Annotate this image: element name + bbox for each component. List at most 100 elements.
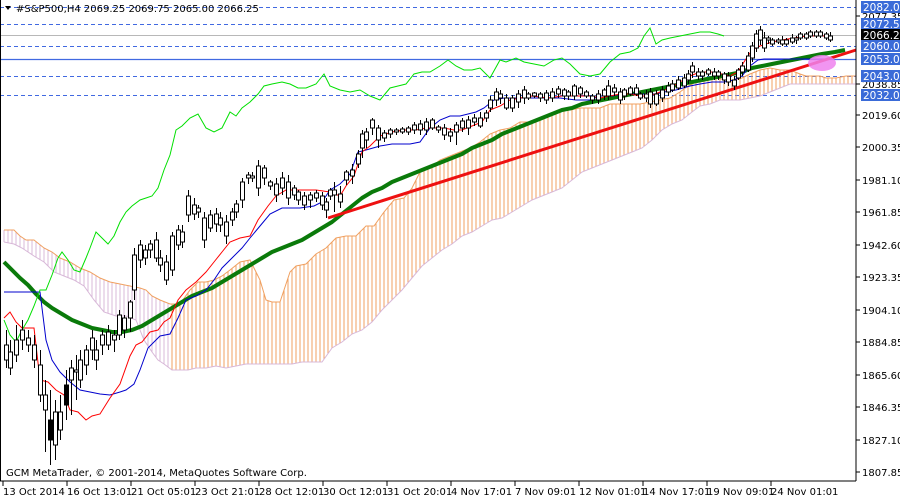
candle bbox=[376, 125, 381, 148]
price-tick-label: 2000.35 bbox=[862, 143, 900, 154]
candle bbox=[736, 68, 741, 80]
price-tick-label: 2038.85 bbox=[862, 80, 900, 91]
price-tag-label: 2053.00 bbox=[863, 54, 900, 66]
candle bbox=[356, 150, 361, 168]
time-tick-label: 12 Nov 01:01 bbox=[579, 487, 646, 498]
candle bbox=[430, 118, 435, 130]
candle bbox=[320, 192, 325, 210]
candle bbox=[732, 76, 737, 90]
price-tick-label: 1807.85 bbox=[862, 468, 900, 479]
candle bbox=[100, 330, 105, 355]
price-tick-label: 1827.10 bbox=[862, 436, 900, 447]
candle bbox=[164, 255, 169, 285]
price-tag-label: 2043.00 bbox=[863, 71, 900, 83]
candle bbox=[186, 190, 191, 222]
candlesticks bbox=[4, 26, 833, 465]
candle bbox=[682, 74, 687, 88]
time-tick-label: 31 Oct 20:01 bbox=[387, 487, 452, 498]
candle bbox=[758, 26, 763, 45]
candle bbox=[69, 360, 74, 415]
candle bbox=[32, 335, 37, 368]
candle bbox=[606, 80, 611, 100]
price-tag-2043.00 bbox=[861, 70, 900, 82]
chikou-span-line bbox=[3, 26, 725, 343]
time-tick-label: 30 Oct 12:01 bbox=[323, 487, 388, 498]
candle bbox=[784, 38, 789, 46]
symbol-ohlc-label: #S&P500,H4 2069.25 2069.75 2065.00 2066.… bbox=[16, 4, 259, 15]
highlight-marker bbox=[808, 55, 836, 71]
candle bbox=[388, 128, 393, 138]
candle bbox=[488, 96, 493, 112]
candle bbox=[424, 118, 429, 135]
candle bbox=[138, 240, 143, 268]
candle bbox=[454, 122, 459, 145]
candle bbox=[256, 160, 261, 196]
candle bbox=[526, 92, 531, 100]
candle bbox=[274, 178, 279, 202]
candle bbox=[143, 245, 148, 265]
candle bbox=[382, 130, 387, 142]
candle bbox=[706, 68, 711, 76]
candle bbox=[218, 212, 223, 232]
collapse-arrow-icon[interactable] bbox=[5, 6, 11, 10]
time-tick-label: 28 Oct 12:01 bbox=[259, 487, 324, 498]
candle bbox=[90, 330, 95, 360]
candle bbox=[400, 127, 405, 134]
time-tick-label: 21 Oct 05:01 bbox=[131, 487, 196, 498]
price-tag-label: 2060.00 bbox=[863, 41, 900, 53]
candle bbox=[466, 116, 471, 135]
candle bbox=[622, 88, 627, 100]
candle bbox=[196, 205, 201, 218]
candle bbox=[628, 86, 633, 96]
candle bbox=[170, 232, 175, 276]
candle bbox=[510, 95, 515, 112]
price-tag-2066.25 bbox=[861, 29, 900, 41]
time-tick-label: 13 Oct 2014 bbox=[3, 487, 65, 498]
candle bbox=[296, 190, 301, 205]
time-tick-label: 23 Oct 21:01 bbox=[195, 487, 260, 498]
candle bbox=[324, 198, 329, 218]
candle bbox=[250, 172, 255, 182]
price-tag-label: 2032.00 bbox=[863, 90, 900, 102]
candle bbox=[262, 165, 267, 185]
candle bbox=[154, 232, 159, 262]
price-axis[interactable]: 2019.60 2000.35 1981.10 1961.85 1942.60 1923.… bbox=[856, 111, 900, 479]
candle bbox=[406, 126, 411, 135]
price-tick-label: 2077.35 bbox=[862, 12, 900, 23]
candle bbox=[442, 124, 447, 140]
candle bbox=[314, 190, 319, 202]
senkou-span-b-line bbox=[3, 83, 856, 371]
candle bbox=[584, 90, 589, 98]
candle bbox=[280, 172, 285, 195]
price-tag-label: 2072.50 bbox=[863, 19, 900, 31]
candle bbox=[532, 92, 537, 98]
candle bbox=[208, 210, 213, 232]
candle bbox=[590, 94, 595, 104]
trendline[interactable] bbox=[327, 48, 857, 220]
candle bbox=[64, 370, 69, 420]
candle bbox=[484, 110, 489, 122]
candle bbox=[48, 390, 53, 465]
candle bbox=[750, 42, 755, 62]
price-tick-label: 1981.10 bbox=[862, 176, 900, 187]
candle bbox=[654, 90, 659, 106]
candle bbox=[364, 128, 369, 148]
candle bbox=[794, 36, 799, 44]
price-tick-label: 1865.60 bbox=[862, 371, 900, 382]
candle bbox=[572, 84, 577, 100]
candle bbox=[308, 192, 313, 208]
candle bbox=[690, 62, 695, 78]
candle bbox=[38, 350, 43, 402]
price-tick-label: 1961.85 bbox=[862, 208, 900, 219]
time-tick-label: 16 Oct 13:01 bbox=[67, 487, 132, 498]
candle bbox=[798, 32, 803, 40]
candle bbox=[268, 180, 273, 190]
candle bbox=[566, 90, 571, 100]
candle bbox=[660, 86, 665, 102]
candle bbox=[544, 90, 549, 104]
candle bbox=[460, 118, 465, 132]
candle bbox=[740, 62, 745, 76]
